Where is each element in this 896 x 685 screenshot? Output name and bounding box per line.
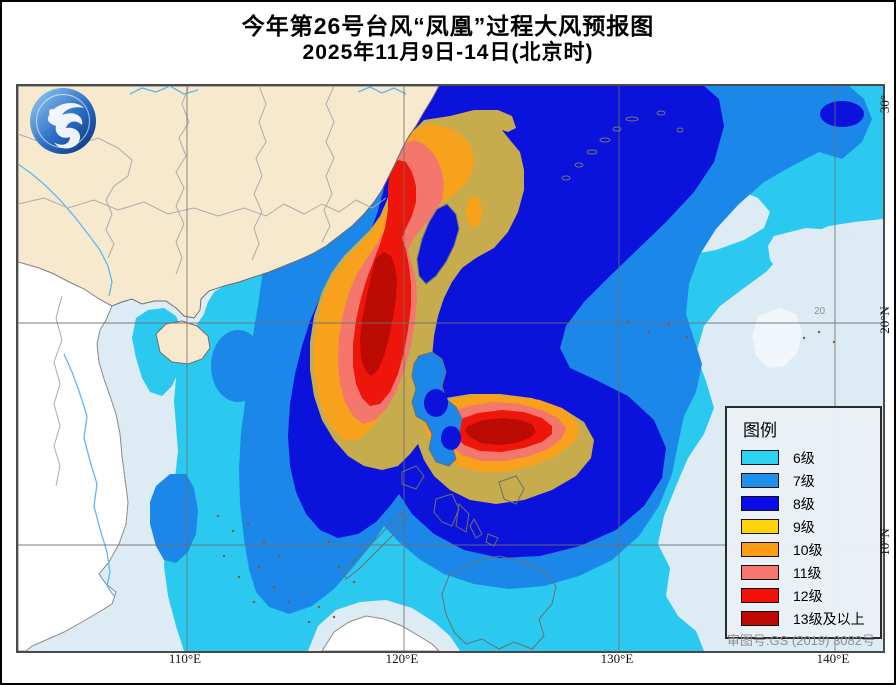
legend-item: 6级 [741,447,880,468]
hainan-island [155,320,211,365]
ryukyu-islands [561,110,684,181]
province-borders [18,86,387,487]
legend-item: 10级 [741,539,880,560]
map-approval-number: 审图号:GS (2019) 3082号 [726,633,875,648]
legend-item: 8级 [741,493,880,514]
wind-zone-level10-patch [466,196,482,228]
wind-zone-level13 [360,252,397,376]
lon-label-120e: 120°E [385,651,419,666]
legend-item: 13级及以上 [741,608,880,629]
legend-item: 12级 [741,585,880,606]
legend-swatch-level13 [741,611,779,626]
negros-island [455,502,470,533]
title-block: 今年第26号台风“凤凰”过程大风预报图 2025年11月9日-14日(北京时) [2,12,894,66]
mindoro-island [401,465,425,490]
mindanao-island [441,555,557,650]
legend-swatch-level10 [741,542,779,557]
wind-zone-level7-patch [211,330,265,402]
legend-swatch-level11 [741,565,779,580]
legend: 图例 6级 7级 8级 9级 10级 11 [725,406,882,639]
samar-island [498,475,525,505]
map-title: 今年第26号台风“凤凰”过程大风预报图 [241,13,655,39]
cebu-island [469,517,483,539]
lon-label-130e: 130°E [600,651,634,666]
legend-swatch-level6 [741,450,779,465]
map-subtitle: 2025年11月9日-14日(北京时) [302,41,594,64]
legend-swatch-level9 [741,519,779,534]
legend-item: 7级 [741,470,880,491]
taiwan-island [416,203,460,285]
lat-label-30n: 30° [877,94,892,114]
reef-speckles [216,320,836,624]
wind-zone-level13-east [465,418,536,445]
lat-label-20n: 20°N [877,306,892,334]
lon-label-110e: 110°E [168,651,202,666]
legend-item: 11级 [741,562,880,583]
legend-swatch-level7 [741,473,779,488]
legend-item: 9级 [741,516,880,537]
lon-label-140e: 140°E [816,651,850,666]
borneo-land [321,615,440,651]
lat-label-10n: 10°N [877,528,892,556]
bohol-island [485,533,499,547]
luzon-level8-patch [424,389,448,417]
panay-island [433,493,460,527]
inline-lat-label: 20 [814,306,826,317]
rivers [18,86,407,597]
calm-sea-patch [768,228,860,280]
legend-title: 图例 [743,421,777,440]
wind-zone-level8-patch [820,101,864,127]
wind-zone-level7-patch [150,474,198,563]
luzon-level8-patch [441,426,461,450]
philippine-islands [343,465,557,650]
meteorological-logo [30,88,96,154]
map-frame: 图例 6级 7级 8级 9级 10级 11 [16,84,885,653]
indochina-land [18,261,129,651]
legend-swatch-level12 [741,588,779,603]
legend-swatch-level8 [741,496,779,511]
wind-map-canvas [18,86,883,651]
